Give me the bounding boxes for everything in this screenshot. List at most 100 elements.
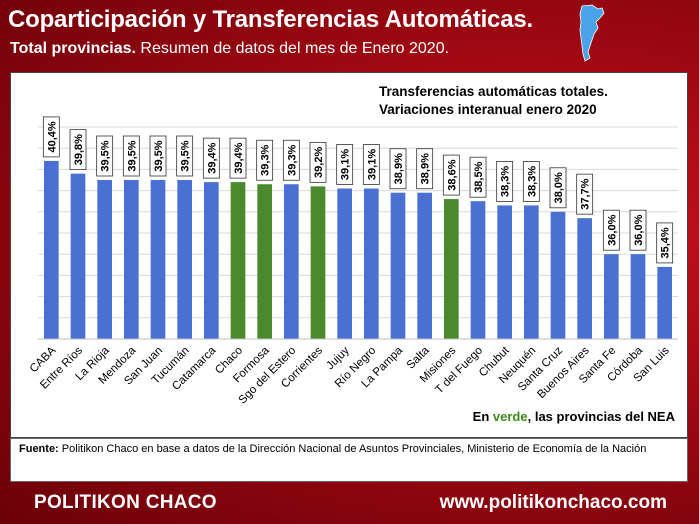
value-label-text: 39,5% <box>153 140 165 171</box>
bar-san-juan <box>150 180 166 339</box>
value-label-box <box>469 156 487 198</box>
value-label-text: 39,5% <box>180 140 192 171</box>
note-highlight: verde <box>492 409 528 424</box>
bar-san-luis <box>657 266 672 339</box>
value-label: 36,0% <box>629 209 647 251</box>
value-label: 40,4% <box>42 116 60 158</box>
value-label-text: 36,0% <box>606 214 618 245</box>
footer-brand: POLITIKON CHACO <box>34 492 217 513</box>
value-label-text: 39,3% <box>286 144 298 175</box>
value-label: 38,9% <box>416 148 434 190</box>
bar-formosa <box>257 184 272 339</box>
bar-tucumán <box>177 180 192 339</box>
bar-entre-ríos <box>70 173 86 339</box>
bar-neuquén <box>524 205 539 339</box>
value-label-box <box>149 135 167 177</box>
value-label-box <box>229 137 247 179</box>
nea-note: En verde, las provincias del NEA <box>473 409 675 424</box>
source-label: Fuente: <box>19 443 59 455</box>
value-label: 39,1% <box>336 144 354 185</box>
value-label-text: 38,3% <box>500 166 512 197</box>
value-label: 38,6% <box>442 154 460 196</box>
value-label: 38,9% <box>389 148 407 190</box>
chart-heading-line2: Variaciones interanual enero 2020 <box>379 102 597 117</box>
bar-mendoza <box>124 180 139 339</box>
value-label: 39,3% <box>282 139 300 181</box>
value-label-text: 38,9% <box>393 153 405 184</box>
value-label: 38,3% <box>522 161 540 202</box>
footer-url[interactable]: www.politikonchaco.com <box>439 492 667 513</box>
note-suffix: , las provincias del NEA <box>527 409 675 424</box>
value-label-box <box>496 161 514 202</box>
page-subtitle: Total provincias. Resumen de datos del m… <box>10 40 449 58</box>
value-label: 39,5% <box>149 135 167 177</box>
value-label-box <box>42 116 60 158</box>
bar-caba <box>44 160 59 339</box>
bar-santa-cruz <box>550 211 566 339</box>
value-label: 37,7% <box>576 173 594 215</box>
chart-heading-line1: Transferencias automáticas totales. <box>379 84 608 99</box>
value-label-box <box>309 141 327 183</box>
value-label: 39,4% <box>229 137 247 179</box>
value-label-box <box>69 129 87 171</box>
value-label-text: 39,1% <box>366 149 378 180</box>
value-label: 39,5% <box>96 135 114 177</box>
value-label-box <box>602 209 620 251</box>
subtitle-rest: Resumen de datos del mes de Enero 2020. <box>135 40 450 57</box>
note-prefix: En <box>472 409 493 424</box>
value-label-box <box>522 161 540 202</box>
bar-catamarca <box>204 182 219 339</box>
value-label: 39,3% <box>256 139 274 181</box>
value-label: 39,5% <box>176 135 194 177</box>
value-label-box <box>416 148 434 190</box>
bar-salta <box>417 192 432 339</box>
value-label-box <box>389 148 407 190</box>
value-label-box <box>96 135 114 177</box>
value-label-text: 37,7% <box>580 178 592 209</box>
bar-sgo-del-estero <box>284 184 299 339</box>
value-label-text: 38,6% <box>446 159 458 190</box>
bar-santa-fe <box>604 254 619 339</box>
bar-jujuy <box>337 188 352 339</box>
chart-panel: 40,4% CABA 39,8% Entre Ríos 39,5% La Rioja 39,… <box>10 72 688 438</box>
value-label-text: 39,4% <box>233 142 245 173</box>
value-label: 38,5% <box>469 156 487 198</box>
value-label-text: 39,1% <box>340 149 352 180</box>
bar-t-del-fuego <box>470 201 486 339</box>
value-label-text: 39,2% <box>313 147 325 178</box>
value-label-text: 38,5% <box>473 161 485 192</box>
value-label-text: 39,3% <box>260 144 272 175</box>
value-label: 39,1% <box>362 144 380 185</box>
value-label-box <box>656 222 674 264</box>
value-label-box <box>282 139 300 181</box>
source-box: Fuente: Politikon Chaco en base a datos … <box>10 438 688 482</box>
bar-buenos-aires <box>577 218 592 339</box>
value-label: 39,4% <box>202 137 220 179</box>
value-label-box <box>576 173 594 215</box>
value-label: 36,0% <box>602 209 620 251</box>
argentina-map-icon <box>579 4 605 62</box>
value-label-box <box>256 139 274 181</box>
value-label-text: 39,8% <box>73 134 85 165</box>
value-label-box <box>176 135 194 177</box>
value-label-text: 38,3% <box>526 166 538 197</box>
bar-corrientes <box>310 186 326 339</box>
value-label-box <box>362 144 380 185</box>
value-label: 35,4% <box>656 222 674 264</box>
value-label-box <box>122 135 140 177</box>
bar-la-pampa <box>390 192 406 339</box>
value-label: 39,8% <box>69 129 87 171</box>
value-label: 39,5% <box>122 135 140 177</box>
bar-chubut <box>497 205 512 339</box>
value-label-text: 39,4% <box>206 142 218 173</box>
page-title: Coparticipación y Transferencias Automát… <box>8 6 533 33</box>
value-label-text: 40,4% <box>46 121 58 152</box>
chart-heading: Transferencias automáticas totales. Vari… <box>379 83 608 119</box>
value-label-box <box>202 137 220 179</box>
bar-córdoba <box>630 254 646 339</box>
value-label-text: 38,9% <box>420 153 432 184</box>
value-label-text: 36,0% <box>633 214 645 245</box>
value-label: 39,2% <box>309 141 327 183</box>
bar-chaco <box>230 182 246 339</box>
